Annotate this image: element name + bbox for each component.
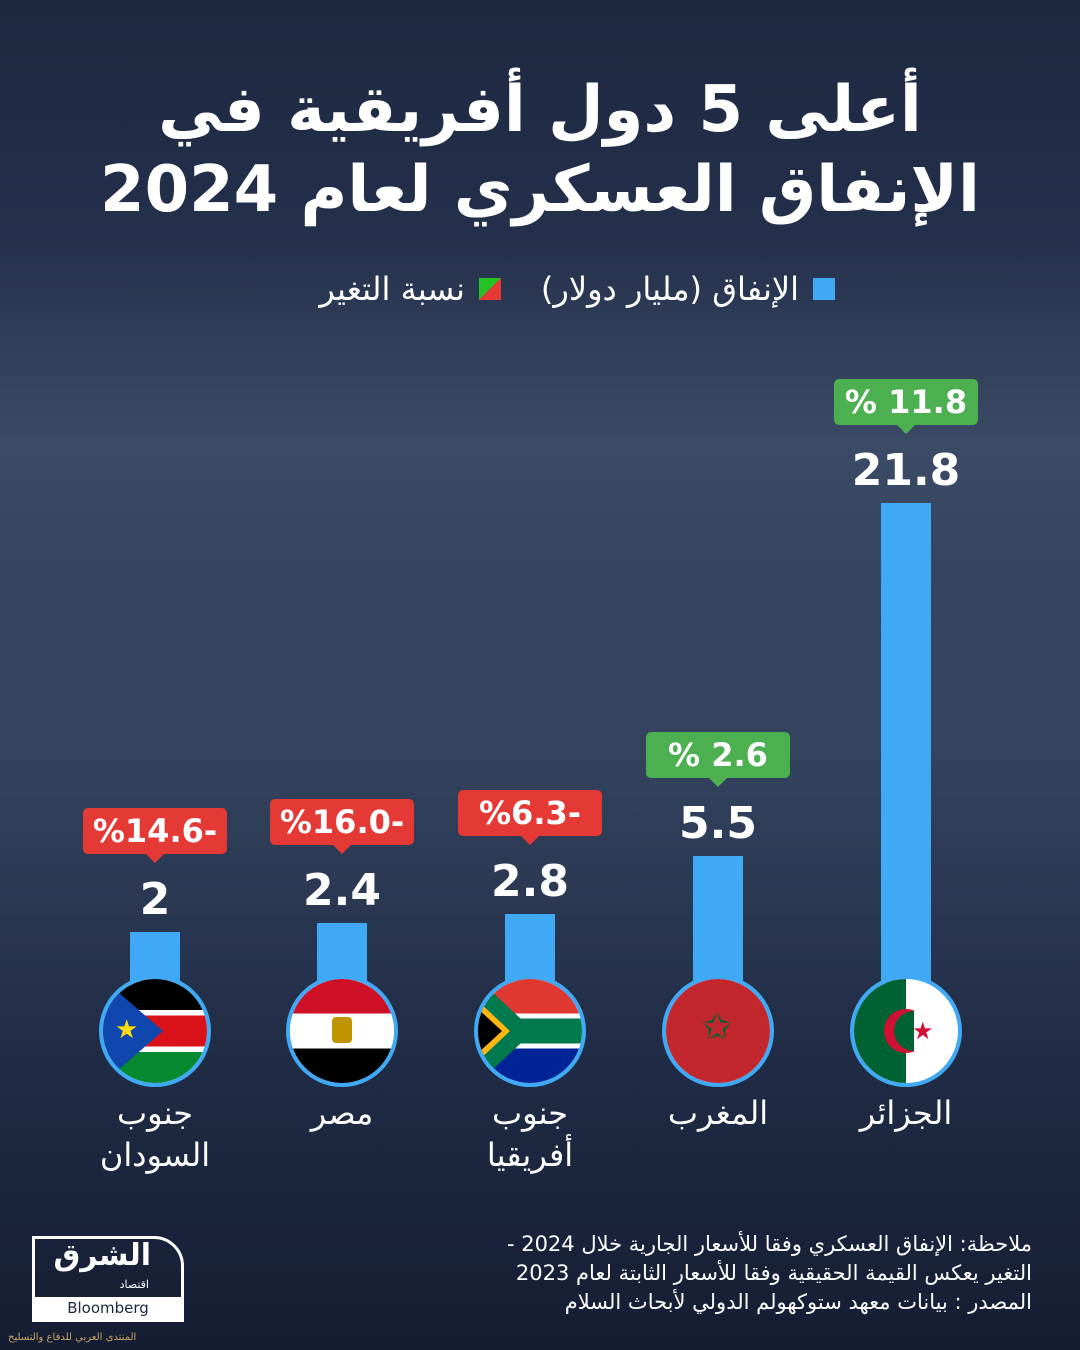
country-label: الجزائر <box>786 1092 1026 1134</box>
value-label: 2 <box>139 873 171 925</box>
source-line: المصدر : بيانات معهد ستوكهولم الدولي لأب… <box>564 1290 1032 1314</box>
change-badge: % 11.8 <box>834 379 978 435</box>
country-label-line: الجزائر <box>859 1094 953 1132</box>
flag-icon: ★ <box>99 975 211 1087</box>
value-label: 5.5 <box>679 797 757 849</box>
note-line: ملاحظة: الإنفاق العسكري وفقا للأسعار الج… <box>506 1232 1032 1256</box>
flag-icon: ✩ <box>662 975 774 1087</box>
bar <box>881 503 931 985</box>
legend-change: نسبة التغير <box>319 270 501 308</box>
logo-bloomberg: Bloomberg <box>35 1297 181 1319</box>
legend-spending: الإنفاق (مليار دولار) <box>541 270 835 308</box>
note-line: التغير يعكس القيمة الحقيقية وفقا للأسعار… <box>515 1261 1032 1285</box>
country-label: جنوب أفريقيا <box>410 1092 650 1176</box>
value-label: 2.4 <box>303 865 381 917</box>
chart-title: أعلى 5 دول أفريقية في الإنفاق العسكري لعا… <box>40 70 1040 230</box>
legend-label: نسبة التغير <box>319 270 465 308</box>
notes: ملاحظة: الإنفاق العسكري وفقا للأسعار الج… <box>507 1230 1032 1317</box>
country-label: جنوب السودان <box>35 1092 275 1176</box>
title-line: الإنفاق العسكري لعام 2024 <box>100 153 980 227</box>
watermark: المنتدى العربي للدفاع والتسليح <box>8 1332 137 1343</box>
value-label: 21.8 <box>851 445 961 497</box>
flag-icon <box>286 975 398 1087</box>
value-label: 2.8 <box>491 856 569 908</box>
change-badge: % 2.6 <box>646 731 790 787</box>
bar <box>317 923 367 985</box>
legend-swatch <box>478 278 501 300</box>
logo-text: الشرق <box>53 1238 151 1273</box>
change-badge: %14.6- <box>83 807 227 863</box>
legend: الإنفاق (مليار دولار) نسبة التغير <box>120 270 835 308</box>
title-line: أعلى 5 دول أفريقية في <box>158 73 922 147</box>
country-label-line: أفريقيا <box>486 1136 574 1174</box>
flag-icon <box>474 975 586 1087</box>
asharq-logo: الشرق اقتصاد Bloomberg <box>32 1236 184 1322</box>
country-label: المغرب <box>598 1092 838 1134</box>
legend-swatch <box>813 278 835 300</box>
change-badge: %16.0- <box>270 799 414 855</box>
logo-sub: اقتصاد <box>119 1278 149 1291</box>
country-label-line: السودان <box>99 1136 211 1174</box>
flag-icon: ★ <box>850 975 962 1087</box>
country-label-line: جنوب <box>491 1094 569 1132</box>
country-label-line: جنوب <box>116 1094 194 1132</box>
country-label-line: مصر <box>310 1094 374 1132</box>
country-label: مصر <box>222 1092 462 1134</box>
country-label-line: المغرب <box>667 1094 769 1132</box>
change-badge: %6.3- <box>458 790 602 846</box>
bar <box>693 855 743 985</box>
bar <box>505 914 555 985</box>
legend-label: الإنفاق (مليار دولار) <box>540 270 799 308</box>
